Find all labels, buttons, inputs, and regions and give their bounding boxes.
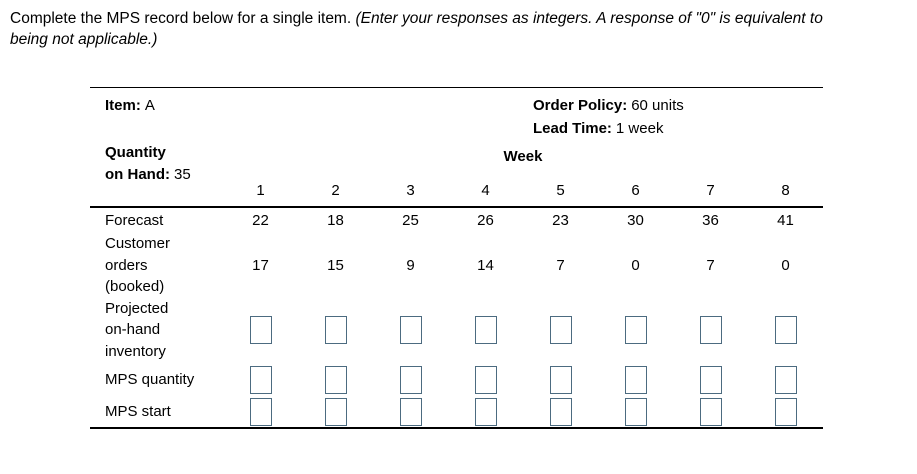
mps-quantity-w5-input[interactable] (549, 365, 572, 394)
quantity-on-hand-field: Quantity on Hand: 35 (105, 142, 191, 186)
question-instructions: Complete the MPS record below for a sing… (10, 8, 910, 50)
forecast-value-w7: 36 (702, 212, 719, 229)
customer-orders-value-w6: 0 (631, 256, 640, 274)
customer-orders-value-w2: 15 (327, 256, 344, 274)
mps-start-w2-input[interactable] (324, 397, 347, 426)
week-3-header: 3 (406, 182, 415, 199)
customer-orders-value-w7: 7 (706, 256, 715, 274)
projected-inventory-w5-input[interactable] (549, 316, 572, 344)
mps-record-table: Item: A Order Policy: 60 units Lead Time: 1… (90, 87, 823, 429)
mps-quantity-row-label: MPS quantity (105, 370, 195, 388)
mps-quantity-row: MPS quantity (90, 363, 823, 396)
projected-inventory-w3-input[interactable] (399, 316, 422, 344)
forecast-value-w1: 22 (252, 212, 269, 229)
forecast-row-label: Forecast (105, 211, 164, 229)
mps-start-w5-input[interactable] (549, 397, 572, 426)
instruction-text: Complete the MPS record below for a sing… (10, 10, 356, 27)
week-7-header: 7 (706, 182, 715, 199)
item-value: A (144, 97, 155, 114)
week-4-header: 4 (481, 182, 490, 199)
mps-quantity-w1-input[interactable] (249, 365, 272, 394)
mps-start-w7-input[interactable] (699, 397, 722, 426)
projected-inventory-row: Projected on-hand inventory (90, 297, 823, 363)
mps-quantity-w7-input[interactable] (699, 365, 722, 394)
projected-inventory-w8-input[interactable] (774, 316, 797, 344)
quantity-on-hand-value: 35 (174, 166, 191, 183)
instruction-note-italic: (Enter your responses as integers. A res… (10, 10, 823, 48)
projected-inventory-row-label: Projected on-hand inventory (105, 299, 169, 360)
week-1-header: 1 (256, 182, 265, 199)
forecast-value-w6: 30 (627, 212, 644, 229)
mps-quantity-w4-input[interactable] (474, 365, 497, 394)
forecast-value-w3: 25 (402, 212, 419, 229)
forecast-value-w2: 18 (327, 212, 344, 229)
week-8-header: 8 (781, 182, 790, 199)
week-2-header: 2 (331, 182, 340, 199)
projected-inventory-w1-input[interactable] (249, 316, 272, 344)
quantity-on-hand-label-line1: Quantity (105, 144, 166, 161)
order-policy-label: Order Policy: (533, 97, 628, 114)
week-number-row: 1 2 3 4 5 6 7 8 (90, 182, 823, 199)
customer-orders-value-w8: 0 (781, 256, 790, 274)
mps-start-row-label: MPS start (105, 402, 171, 420)
week-6-header: 6 (631, 182, 640, 199)
lead-time-value: 1 week (615, 120, 664, 137)
mps-start-w6-input[interactable] (624, 397, 647, 426)
mps-quantity-w6-input[interactable] (624, 365, 647, 394)
mps-start-w8-input[interactable] (774, 397, 797, 426)
order-policy-value: 60 units (631, 97, 684, 114)
forecast-row: Forecast 22 18 25 26 23 30 36 41 (90, 208, 823, 233)
week-label-spacer (90, 182, 223, 199)
mps-start-w3-input[interactable] (399, 397, 422, 426)
item-label: Item: (105, 97, 141, 114)
customer-orders-value-w1: 17 (252, 256, 269, 274)
week-column-group-header: Week (503, 148, 543, 165)
quantity-on-hand-label-line2: on Hand: (105, 166, 170, 183)
projected-inventory-w6-input[interactable] (624, 316, 647, 344)
customer-orders-value-w4: 14 (477, 256, 494, 274)
projected-inventory-w2-input[interactable] (324, 316, 347, 344)
lead-time-label: Lead Time: (533, 120, 612, 137)
mps-start-row: MPS start (90, 396, 823, 427)
mps-quantity-w8-input[interactable] (774, 365, 797, 394)
mps-table-header: Item: A Order Policy: 60 units Lead Time: 1… (90, 88, 823, 208)
customer-orders-row: Customer orders (booked) 17 15 9 14 7 0 … (90, 233, 823, 297)
order-policy-field: Order Policy: 60 units (533, 95, 684, 117)
mps-quantity-w2-input[interactable] (324, 365, 347, 394)
customer-orders-row-label: Customer orders (booked) (105, 235, 171, 295)
mps-start-w4-input[interactable] (474, 397, 497, 426)
lead-time-field: Lead Time: 1 week (533, 118, 663, 140)
week-5-header: 5 (556, 182, 565, 199)
customer-orders-value-w5: 7 (556, 256, 565, 274)
forecast-value-w5: 23 (552, 212, 569, 229)
mps-quantity-w3-input[interactable] (399, 365, 422, 394)
forecast-value-w8: 41 (777, 212, 794, 229)
projected-inventory-w7-input[interactable] (699, 316, 722, 344)
forecast-value-w4: 26 (477, 212, 494, 229)
projected-inventory-w4-input[interactable] (474, 316, 497, 344)
item-field: Item: A (105, 95, 155, 117)
mps-start-w1-input[interactable] (249, 397, 272, 426)
customer-orders-value-w3: 9 (406, 256, 415, 274)
